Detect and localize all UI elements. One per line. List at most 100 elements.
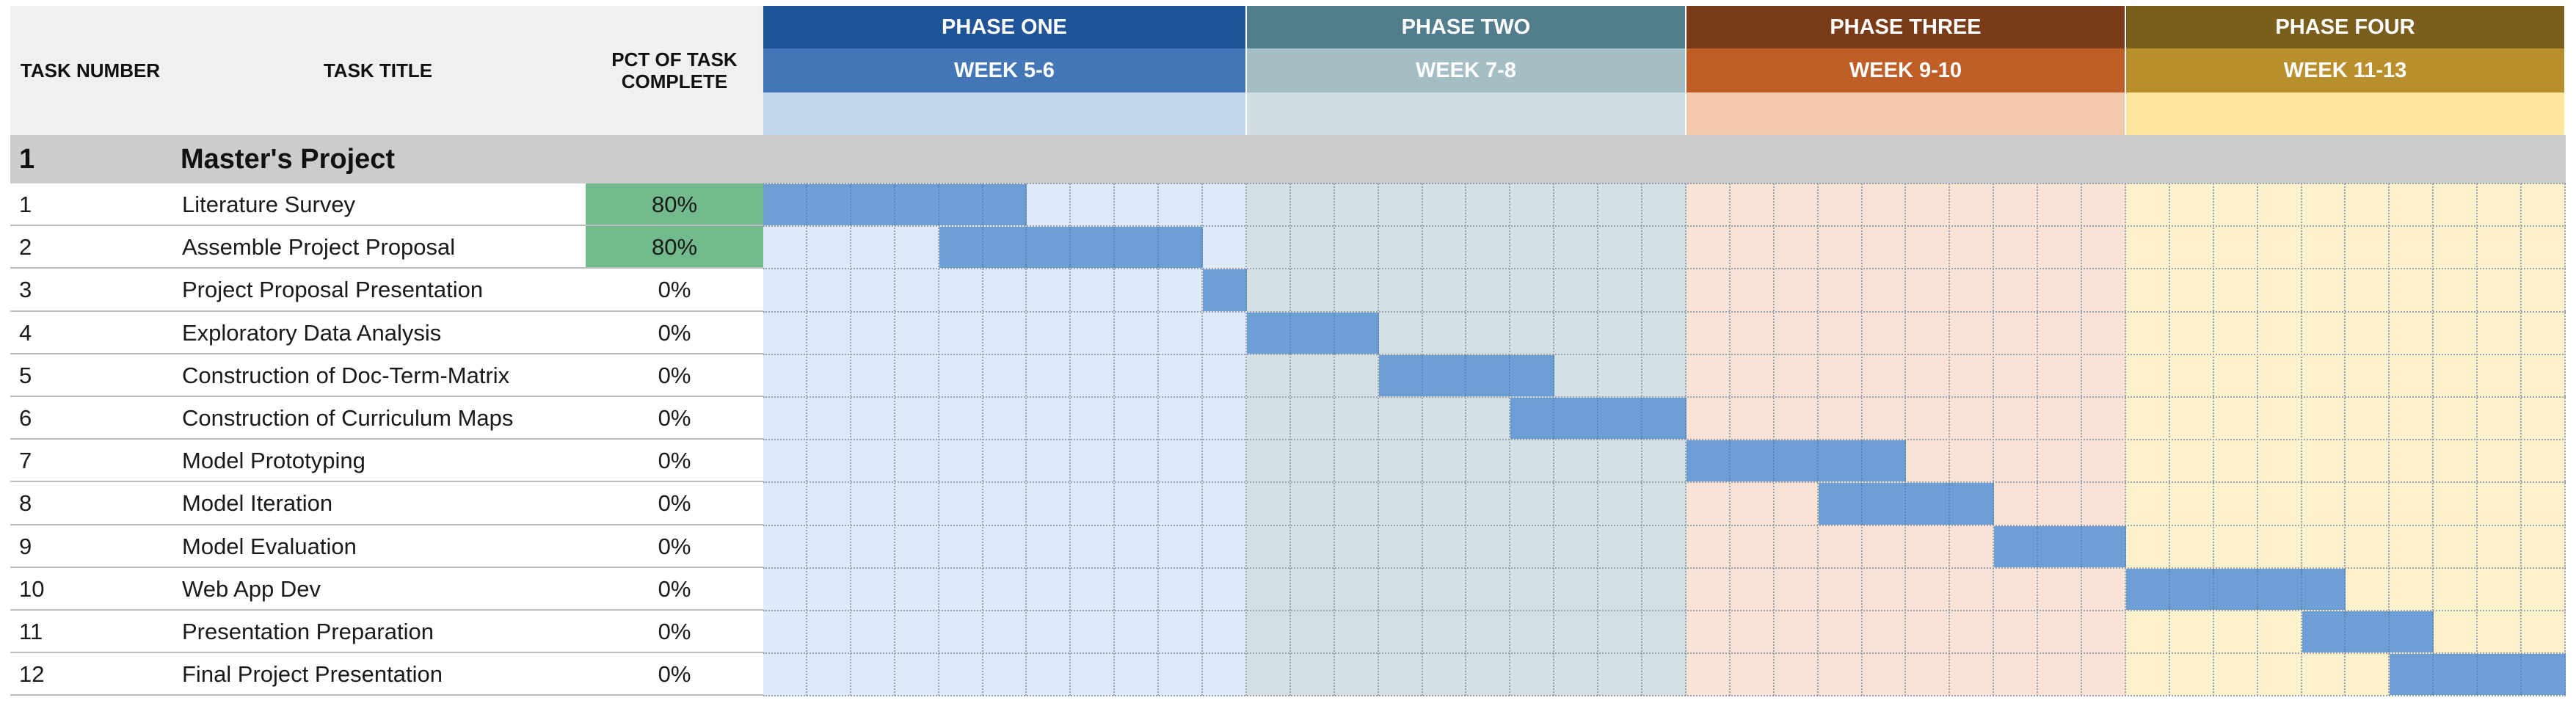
gantt-bar-task-6[interactable] xyxy=(1598,398,1643,440)
gantt-bar-task-7[interactable] xyxy=(1730,440,1775,482)
gantt-row-line xyxy=(763,310,2566,313)
gantt-bar-task-10[interactable] xyxy=(2257,568,2302,610)
gantt-bar-task-2[interactable] xyxy=(983,227,1027,269)
gantt-bar-task-11[interactable] xyxy=(2390,611,2434,653)
task-number: 12 xyxy=(19,661,45,688)
phase-band-3[interactable] xyxy=(1686,92,2126,135)
gantt-bar-task-6[interactable] xyxy=(1642,398,1687,440)
gantt-bar-task-7[interactable] xyxy=(1686,440,1731,482)
task-number: 4 xyxy=(19,319,32,346)
phase-band-2[interactable] xyxy=(1246,92,1687,135)
week-header-2[interactable]: WEEK 7-8 xyxy=(1246,48,1687,92)
gantt-row-line xyxy=(763,183,2566,184)
week-header-3[interactable]: WEEK 9-10 xyxy=(1686,48,2126,92)
gantt-bar-task-8[interactable] xyxy=(1906,483,1951,525)
gantt-bar-task-7[interactable] xyxy=(1818,440,1863,482)
phase-header-4[interactable]: PHASE FOUR xyxy=(2125,6,2566,48)
gantt-bar-task-4[interactable] xyxy=(1290,312,1335,354)
header-task-title[interactable]: TASK TITLE xyxy=(170,6,586,135)
summary-row[interactable] xyxy=(10,135,2566,183)
gantt-row-line xyxy=(763,225,2566,228)
gantt-bar-task-10[interactable] xyxy=(2302,568,2346,610)
gantt-bar-task-8[interactable] xyxy=(1950,483,1995,525)
task-pct-complete: 0% xyxy=(658,319,691,346)
task-pct-complete: 0% xyxy=(658,405,691,432)
header-task-number[interactable]: TASK NUMBER xyxy=(10,6,170,135)
phase-header-3[interactable]: PHASE THREE xyxy=(1686,6,2126,48)
gantt-bar-task-12[interactable] xyxy=(2434,654,2478,696)
gantt-bar-task-1[interactable] xyxy=(851,184,895,226)
gantt-bar-task-10[interactable] xyxy=(2213,568,2258,610)
row-divider xyxy=(10,566,763,568)
gantt-bar-task-10[interactable] xyxy=(2169,568,2214,610)
row-divider xyxy=(10,652,763,654)
gantt-bar-task-10[interactable] xyxy=(2125,568,2170,610)
gantt-bar-task-1[interactable] xyxy=(807,184,851,226)
week-header-4[interactable]: WEEK 11-13 xyxy=(2125,48,2566,92)
gantt-bar-task-6[interactable] xyxy=(1554,398,1599,440)
gantt-bar-task-5[interactable] xyxy=(1378,354,1423,396)
gantt-bar-task-12[interactable] xyxy=(2390,654,2434,696)
phase-header-1[interactable]: PHASE ONE xyxy=(763,6,1247,48)
gantt-bar-task-11[interactable] xyxy=(2346,611,2390,653)
gantt-bar-task-1[interactable] xyxy=(939,184,983,226)
task-number: 5 xyxy=(19,362,32,388)
week-header-1[interactable]: WEEK 5-6 xyxy=(763,48,1247,92)
gantt-bar-task-4[interactable] xyxy=(1334,312,1379,354)
gantt-bar-task-7[interactable] xyxy=(1862,440,1907,482)
gantt-bar-task-5[interactable] xyxy=(1422,354,1467,396)
gantt-bar-task-9[interactable] xyxy=(2038,525,2083,567)
phase-header-1-label: PHASE ONE xyxy=(942,15,1067,39)
week-header-4-label: WEEK 11-13 xyxy=(2283,58,2407,82)
gantt-row-line xyxy=(763,695,2566,697)
task-number: 2 xyxy=(19,234,32,261)
row-divider xyxy=(10,609,763,611)
gantt-bar-task-1[interactable] xyxy=(763,184,807,226)
task-title: Literature Survey xyxy=(182,192,356,218)
row-divider xyxy=(10,481,763,483)
gantt-bar-task-11[interactable] xyxy=(2302,611,2346,653)
task-title: Assemble Project Proposal xyxy=(182,234,456,261)
gantt-bar-task-12[interactable] xyxy=(2522,654,2566,696)
gantt-bar-task-8[interactable] xyxy=(1862,483,1907,525)
gantt-bar-task-2[interactable] xyxy=(1159,227,1203,269)
task-pct-complete: 0% xyxy=(658,533,691,559)
task-number: 3 xyxy=(19,277,32,303)
gantt-bar-task-5[interactable] xyxy=(1466,354,1511,396)
task-pct-complete: 0% xyxy=(658,661,691,688)
summary-number: 1 xyxy=(19,143,35,175)
gantt-bar-task-1[interactable] xyxy=(983,184,1027,226)
gantt-bar-task-9[interactable] xyxy=(2082,525,2126,567)
gantt-row-line xyxy=(763,439,2566,441)
gantt-bar-task-2[interactable] xyxy=(939,227,983,269)
gantt-bar-task-2[interactable] xyxy=(1027,227,1071,269)
row-divider xyxy=(10,267,763,269)
week-header-1-label: WEEK 5-6 xyxy=(953,58,1055,82)
gantt-bar-task-9[interactable] xyxy=(1994,525,2039,567)
gantt-bar-task-7[interactable] xyxy=(1774,440,1819,482)
task-title: Presentation Preparation xyxy=(182,619,434,645)
gantt-bar-task-3[interactable] xyxy=(1203,269,1247,311)
gantt-row-line xyxy=(763,396,2566,398)
gantt-bar-task-2[interactable] xyxy=(1071,227,1116,269)
task-number: 8 xyxy=(19,490,32,517)
gantt-bar-task-5[interactable] xyxy=(1510,354,1555,396)
gantt-bar-task-12[interactable] xyxy=(2478,654,2522,696)
gantt-bar-task-4[interactable] xyxy=(1246,312,1291,354)
gantt-row-line xyxy=(763,268,2566,270)
gantt-bar-task-8[interactable] xyxy=(1818,483,1863,525)
phase-header-2[interactable]: PHASE TWO xyxy=(1246,6,1687,48)
header-pct-complete[interactable]: PCT OF TASK COMPLETE xyxy=(586,6,763,135)
task-title: Model Evaluation xyxy=(182,533,357,559)
row-divider xyxy=(10,352,763,354)
task-pct-complete: 0% xyxy=(658,448,691,474)
phase-band-1[interactable] xyxy=(763,92,1247,135)
gantt-bar-task-1[interactable] xyxy=(895,184,939,226)
gantt-row-line xyxy=(763,652,2566,655)
gantt-bar-task-2[interactable] xyxy=(1115,227,1160,269)
gantt-bar-task-6[interactable] xyxy=(1510,398,1555,440)
gantt-row-line xyxy=(763,610,2566,611)
phase-band-4[interactable] xyxy=(2125,92,2566,135)
gantt-row-line xyxy=(763,481,2566,484)
